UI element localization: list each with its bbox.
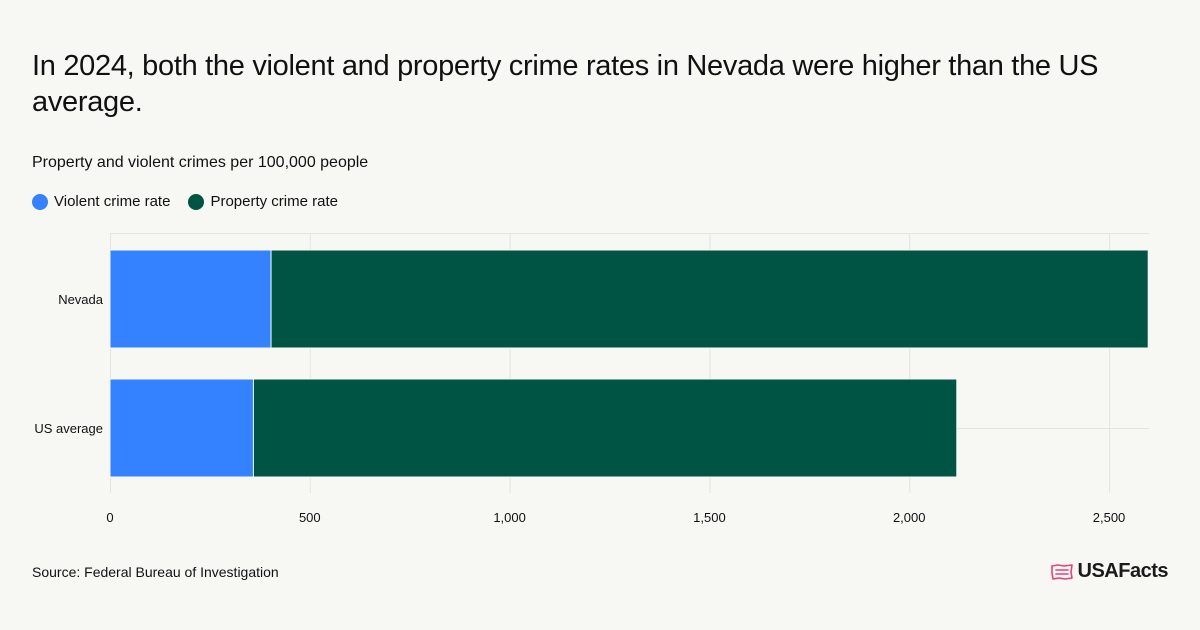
category-label-1: US average	[34, 421, 103, 436]
usafacts-flag-icon	[1050, 563, 1073, 580]
legend-swatch-property	[188, 194, 205, 210]
x-tick-label-3: 1,500	[693, 510, 726, 525]
category-labels: Nevada US average	[34, 292, 103, 436]
legend-label-violent: Violent crime rate	[54, 193, 171, 210]
bar-property-0[interactable]	[270, 249, 1149, 349]
x-tick-label-1: 500	[299, 510, 321, 525]
x-tick-labels: 0 500 1,000 1,500 2,000 2,500	[106, 510, 1125, 525]
legend-swatch-violent	[32, 194, 48, 210]
x-tick-label-5: 2,500	[1093, 510, 1126, 525]
legend: Violent crime rate Property crime rate	[32, 192, 338, 212]
x-tick-label-0: 0	[106, 510, 113, 525]
x-tick-label-2: 1,000	[493, 510, 526, 525]
bar-property-1[interactable]	[252, 378, 958, 478]
bar-violent-0[interactable]	[109, 249, 272, 349]
chart-title: In 2024, both the violent and property c…	[32, 50, 1099, 118]
chart-subtitle: Property and violent crimes per 100,000 …	[32, 154, 369, 171]
bars	[109, 249, 1149, 478]
legend-label-property: Property crime rate	[210, 193, 338, 210]
source-note: Source: Federal Bureau of Investigation	[32, 564, 279, 580]
usafacts-logo[interactable]: USAFacts	[1050, 560, 1169, 583]
category-label-0: Nevada	[58, 292, 104, 307]
x-tick-label-4: 2,000	[893, 510, 926, 525]
legend-item-property: Property crime rate	[188, 192, 338, 212]
logo-text: USAFacts	[1077, 560, 1169, 582]
legend-item-violent: Violent crime rate	[32, 192, 170, 212]
bar-violent-1[interactable]	[109, 378, 254, 478]
